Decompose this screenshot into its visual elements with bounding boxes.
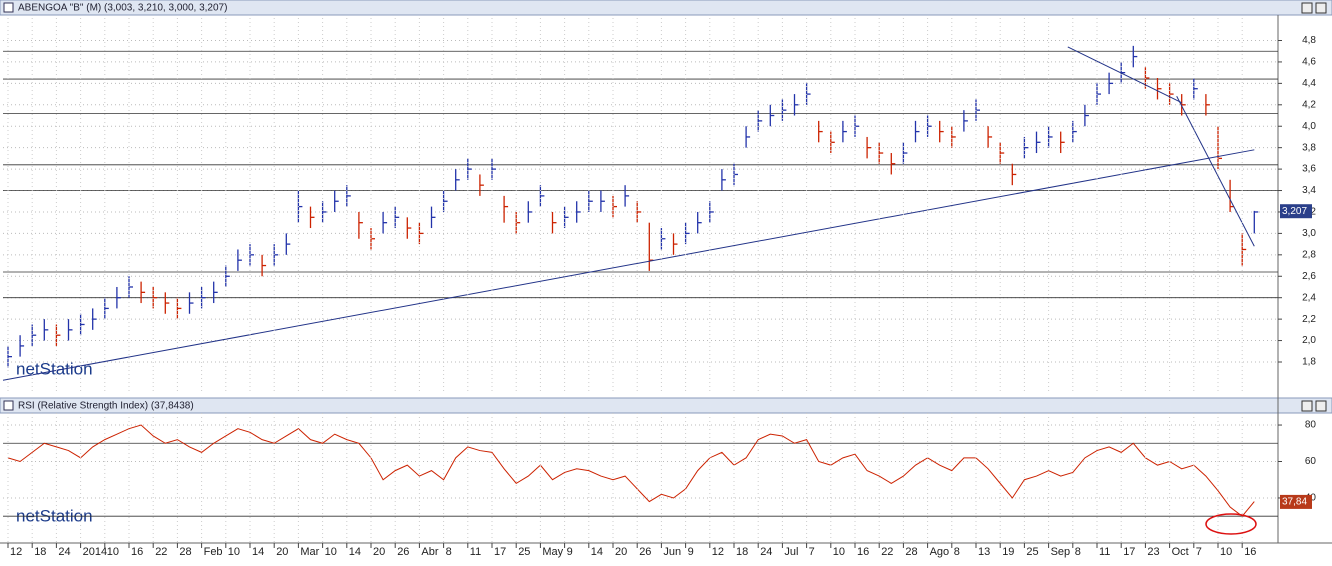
y-tick-label: 4,2 [1302,99,1316,110]
x-tick-label: 26 [397,546,409,558]
annotation-circle [1205,513,1257,535]
x-tick-label: 22 [881,546,893,558]
close-button[interactable] [1315,400,1327,412]
trend-line [2,149,1255,381]
x-tick-label: 18 [736,546,748,558]
y-tick-label: 4,8 [1302,35,1316,46]
x-tick-label: Ago [930,546,950,558]
x-tick-label: Sep [1051,546,1071,558]
x-tick-label: 19 [1002,546,1014,558]
y-tick-label: 3,0 [1302,228,1316,239]
last-value-box [1280,204,1312,219]
x-tick-label: 13 [978,546,990,558]
x-tick-label: 11 [470,546,481,558]
y-tick-label: 4,6 [1302,57,1316,68]
x-tick-label: 8 [954,546,960,558]
x-tick-label: 17 [494,546,506,558]
y-tick-label: 4,0 [1302,121,1316,132]
x-tick-label: Mar [300,546,319,558]
x-tick-label: 14 [591,546,603,558]
x-tick-label: 2014 [83,546,107,558]
y-tick-label: 2,6 [1302,271,1316,282]
last-value-box [1280,494,1312,509]
x-tick-label: 7 [1196,546,1202,558]
minimize-button[interactable] [1301,2,1313,14]
y-tick-label: 4,4 [1302,78,1316,89]
x-tick-label: 7 [809,546,815,558]
x-tick-label: 10 [107,546,119,558]
logo: netStation [16,359,93,378]
y-tick-label: 3,4 [1302,185,1316,196]
x-tick-label: Jul [784,546,798,558]
x-tick-label: 14 [349,546,361,558]
x-tick-label: 10 [1220,546,1232,558]
x-tick-label: May [542,546,563,558]
last-value-label: 3,207 [1282,206,1307,217]
x-tick-label: 25 [518,546,530,558]
x-tick-label: 20 [615,546,627,558]
x-tick-label: 20 [276,546,288,558]
y-tick-label: 80 [1305,420,1317,431]
close-button[interactable] [1315,2,1327,14]
trend-line [1176,95,1255,247]
x-tick-label: 10 [228,546,240,558]
x-tick-label: 24 [58,546,70,558]
x-tick-label: 10 [325,546,337,558]
icon [3,400,14,411]
x-tick-label: 8 [446,546,452,558]
trend-line [1067,46,1182,104]
x-tick-label: 16 [131,546,143,558]
x-tick-label: Feb [204,546,223,558]
y-tick-label: 3,6 [1302,164,1316,175]
x-tick-label: 24 [760,546,772,558]
rsi-title: RSI (Relative Strength Index) (37,8438) [18,401,194,412]
y-tick-label: 1,8 [1302,357,1316,368]
y-tick-label: 60 [1305,456,1317,467]
x-tick-label: 12 [10,546,22,558]
x-tick-label: 16 [857,546,869,558]
x-tick-label: Oct [1172,546,1189,558]
x-tick-label: 14 [252,546,264,558]
last-value-label: 37,84 [1282,497,1307,508]
x-tick-label: 12 [712,546,724,558]
x-tick-label: 28 [905,546,917,558]
y-tick-label: 2,0 [1302,335,1316,346]
x-tick-label: 9 [688,546,694,558]
x-tick-label: 23 [1147,546,1159,558]
minimize-button[interactable] [1301,400,1313,412]
x-tick-label: 26 [639,546,651,558]
x-tick-label: 11 [1099,546,1110,558]
x-tick-label: 18 [34,546,46,558]
rsi-header [0,397,1332,414]
price-header [0,0,1332,16]
x-tick-label: 25 [1026,546,1038,558]
x-tick-label: Abr [421,546,438,558]
x-tick-label: 20 [373,546,385,558]
icon [3,2,14,13]
x-tick-label: Jun [663,546,681,558]
rsi-line [7,424,1255,517]
y-tick-label: 2,2 [1302,314,1316,325]
price-title: ABENGOA "B" (M) (3,003, 3,210, 3,000, 3,… [18,3,227,14]
x-tick-label: 22 [155,546,167,558]
x-tick-label: 10 [833,546,845,558]
x-tick-label: 8 [1075,546,1081,558]
x-tick-label: 9 [567,546,573,558]
x-tick-label: 17 [1123,546,1135,558]
y-tick-label: 2,4 [1302,292,1316,303]
x-tick-label: 16 [1244,546,1256,558]
x-tick-label: 28 [179,546,191,558]
y-tick-label: 3,8 [1302,142,1316,153]
y-tick-label: 2,8 [1302,249,1316,260]
